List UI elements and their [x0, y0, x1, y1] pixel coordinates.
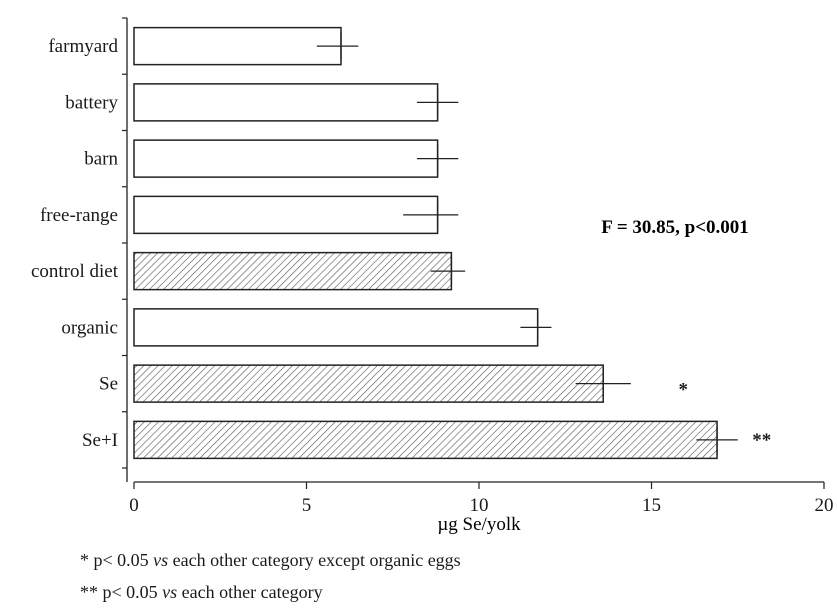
x-tick-label: 0: [129, 495, 139, 516]
footnote-1: * p< 0.05 vs each other category except …: [80, 550, 461, 571]
footnote-2-suffix: each other category: [177, 582, 323, 602]
bar: [133, 420, 718, 460]
footnote-2-italic: vs: [162, 582, 178, 602]
bar: [133, 26, 342, 66]
bar: [133, 139, 439, 178]
bar: [133, 83, 439, 122]
category-label: free-range: [40, 205, 118, 226]
f-statistic-annotation: F = 30.85, p<0.001: [601, 217, 749, 238]
category-label: control diet: [31, 261, 119, 282]
category-label: Se: [99, 374, 118, 395]
bar: [133, 364, 604, 403]
x-ticks: 0 5 10 15 20: [129, 482, 834, 516]
footnote-1-prefix: * p< 0.05: [80, 550, 154, 570]
x-tick-label: 20: [815, 495, 834, 516]
footnote-1-italic: vs: [153, 550, 169, 570]
category-label: battery: [65, 92, 118, 113]
bar-chart: farmyard battery barn free-range control die…: [31, 17, 834, 535]
bar: [133, 195, 439, 235]
category-labels: farmyard battery barn free-range control die…: [31, 36, 771, 451]
x-tick-label: 15: [642, 495, 661, 516]
bar: [133, 251, 453, 291]
category-label: barn: [84, 149, 118, 170]
x-axis-label: µg Se/yolk: [437, 514, 521, 535]
significance-mark: *: [678, 380, 688, 401]
x-tick-label: 10: [470, 495, 489, 516]
category-label: Se+I: [82, 430, 118, 451]
x-tick-label: 5: [302, 495, 312, 516]
error-bars: [316, 32, 738, 454]
bar: [133, 308, 539, 347]
category-label: organic: [61, 317, 118, 338]
category-label: farmyard: [48, 36, 118, 57]
significance-mark: **: [752, 430, 771, 451]
footnote-2: ** p< 0.05 vs each other category: [80, 582, 323, 603]
footnote-1-suffix: each other category except organic eggs: [168, 550, 461, 570]
footnote-2-prefix: ** p< 0.05: [80, 582, 163, 602]
bars: [133, 26, 718, 460]
